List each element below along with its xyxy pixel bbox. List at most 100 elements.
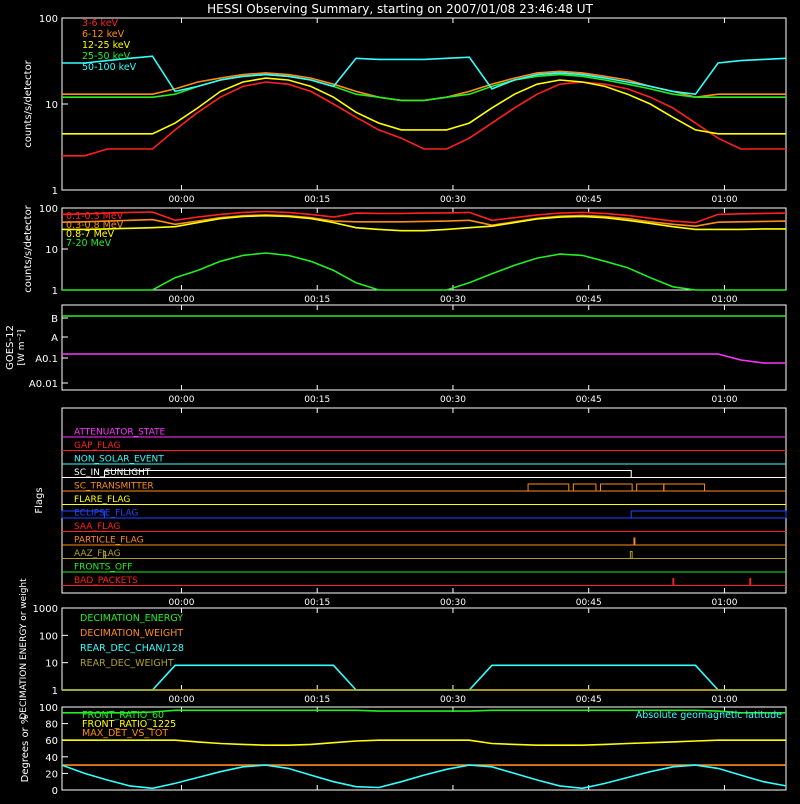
panel-0: 00:0000:1500:3000:4501:0001:15110100coun…	[23, 14, 787, 205]
flag-segment	[633, 537, 636, 545]
y-tick-label: 80	[45, 720, 58, 731]
y-tick-label: B	[51, 314, 58, 325]
time-tick-label: 00:45	[576, 598, 602, 608]
series-line	[62, 73, 786, 102]
panel-frame	[61, 706, 787, 791]
time-tick-label: 00:15	[304, 695, 330, 705]
time-tick-label: 00:00	[168, 598, 194, 608]
flag-segment	[749, 578, 752, 586]
flag-label: SAA_FLAG	[74, 522, 120, 532]
legend-entry: 12-25 keV	[82, 40, 131, 51]
flag-label: PARTICLE_FLAG	[74, 536, 144, 546]
y-tick-label: 1	[52, 286, 58, 297]
y-tick-label: 1000	[33, 604, 58, 615]
y-axis-label: DECIMATION ENERGY or weight	[19, 578, 29, 720]
flag-label: FRONTS_OFF	[74, 563, 132, 573]
series-line	[62, 252, 786, 291]
time-tick-label: 00:30	[440, 598, 466, 608]
time-tick-label: 01:00	[711, 695, 737, 705]
flag-segment	[103, 551, 106, 559]
y-axis-label: counts/s/detector	[23, 59, 34, 147]
time-tick-label: 01:00	[711, 195, 737, 205]
panel-frame	[61, 304, 787, 391]
panel-frame	[61, 207, 787, 291]
y-tick-label: 1	[52, 686, 58, 697]
y-tick-label: 10	[45, 100, 58, 111]
flag-label: SC_IN_SUNLIGHT	[74, 468, 151, 478]
legend-entry: 3-6 keV	[82, 18, 119, 29]
y-axis-label: Degrees or %	[20, 715, 31, 783]
legend-entry: REAR_DEC_CHAN/128	[80, 643, 184, 654]
legend-entry: 6-12 keV	[82, 29, 125, 40]
flag-label: ATTENUATOR_STATE	[74, 428, 166, 438]
y-axis-label: GOES-12	[5, 325, 16, 370]
panel-3: 00:0000:1500:3000:4501:0001:15FlagsATTEN…	[34, 407, 787, 608]
time-tick-label: 00:30	[440, 195, 466, 205]
y-tick-label: 100	[39, 631, 58, 642]
flag-segment	[629, 551, 633, 559]
y-tick-label: 20	[45, 769, 58, 780]
y-tick-label: 100	[39, 703, 58, 714]
time-tick-label: 00:45	[576, 695, 602, 705]
time-tick-label: 00:30	[440, 395, 466, 405]
legend-entry: REAR_DEC_WEIGHT	[80, 658, 174, 669]
series-line	[61, 210, 787, 224]
series-line	[62, 214, 786, 232]
panel-2: 00:0000:1500:3000:4501:0001:15A0.01A0.1A…	[5, 304, 787, 405]
y-tick-label: 0	[52, 786, 58, 797]
legend-entry: MAX_DET_VS_TOT	[82, 728, 168, 739]
y-tick-label: 1	[52, 186, 58, 197]
panel-frame	[61, 407, 787, 594]
time-tick-label: 00:00	[168, 195, 194, 205]
flag-label: FLARE_FLAG	[74, 495, 130, 505]
time-tick-label: 00:00	[168, 395, 194, 405]
time-tick-label: 00:45	[576, 195, 602, 205]
y-tick-label: 40	[45, 753, 58, 764]
time-tick-label: 00:00	[168, 695, 194, 705]
y-tick-label: A0.1	[35, 354, 58, 365]
time-tick-label: 00:30	[440, 295, 466, 305]
flag-segment	[599, 483, 633, 491]
y-axis-unit: [W m⁻²]	[17, 330, 27, 366]
series-line	[61, 764, 787, 790]
flag-segment	[663, 483, 706, 491]
legend-entry: FRONT_RATIO_1225	[82, 719, 176, 730]
time-tick-label: 01:00	[711, 295, 737, 305]
panels: 00:0000:1500:3000:4501:0001:15110100coun…	[5, 14, 787, 797]
panel-frame	[61, 17, 787, 191]
legend-entry: 0.8-7 MeV	[66, 229, 115, 240]
y-tick-label: 100	[39, 204, 58, 215]
flag-label: SC_TRANSMITTER	[74, 482, 154, 492]
series-line	[62, 709, 786, 714]
legend-entry: FRONT_RATIO_60	[82, 710, 164, 721]
time-tick-label: 00:15	[304, 598, 330, 608]
figure-title: HESSI Observing Summary, starting on 200…	[207, 2, 593, 16]
time-tick-label: 00:15	[304, 195, 330, 205]
legend-entry: 25-50 keV	[82, 51, 131, 62]
legend-entry: 7-20 MeV	[66, 238, 112, 249]
time-tick-label: 00:00	[168, 295, 194, 305]
flag-label: NON_SOLAR_EVENT	[74, 455, 164, 465]
panel-5: 0 20 40 60 80 100 Degrees or % FRONT_RATIO_60FR…	[20, 703, 787, 797]
legend-entry: DECIMATION_ENERGY	[80, 613, 183, 624]
series-line	[61, 214, 787, 228]
panel-1: 00:0000:1500:3000:4501:0001:15110100coun…	[23, 204, 787, 305]
flag-segment	[527, 483, 570, 491]
flag-segment	[672, 578, 675, 586]
y-tick-label: 10	[45, 245, 58, 256]
time-tick-label: 00:45	[576, 295, 602, 305]
y-tick-label: A0.01	[29, 379, 58, 390]
legend-entry: 50-100 keV	[82, 62, 137, 73]
legend-entry: DECIMATION_WEIGHT	[80, 628, 183, 639]
series-line	[62, 77, 786, 135]
y-tick-label: A	[51, 333, 58, 344]
series-line	[62, 81, 786, 157]
y-axis-label: Flags	[34, 487, 45, 513]
y-tick-label: 60	[45, 736, 58, 747]
y-tick-label: 10	[45, 659, 58, 670]
time-tick-label: 00:45	[576, 395, 602, 405]
series-line	[62, 353, 786, 364]
y-axis-label: counts/s/detector	[23, 204, 34, 292]
